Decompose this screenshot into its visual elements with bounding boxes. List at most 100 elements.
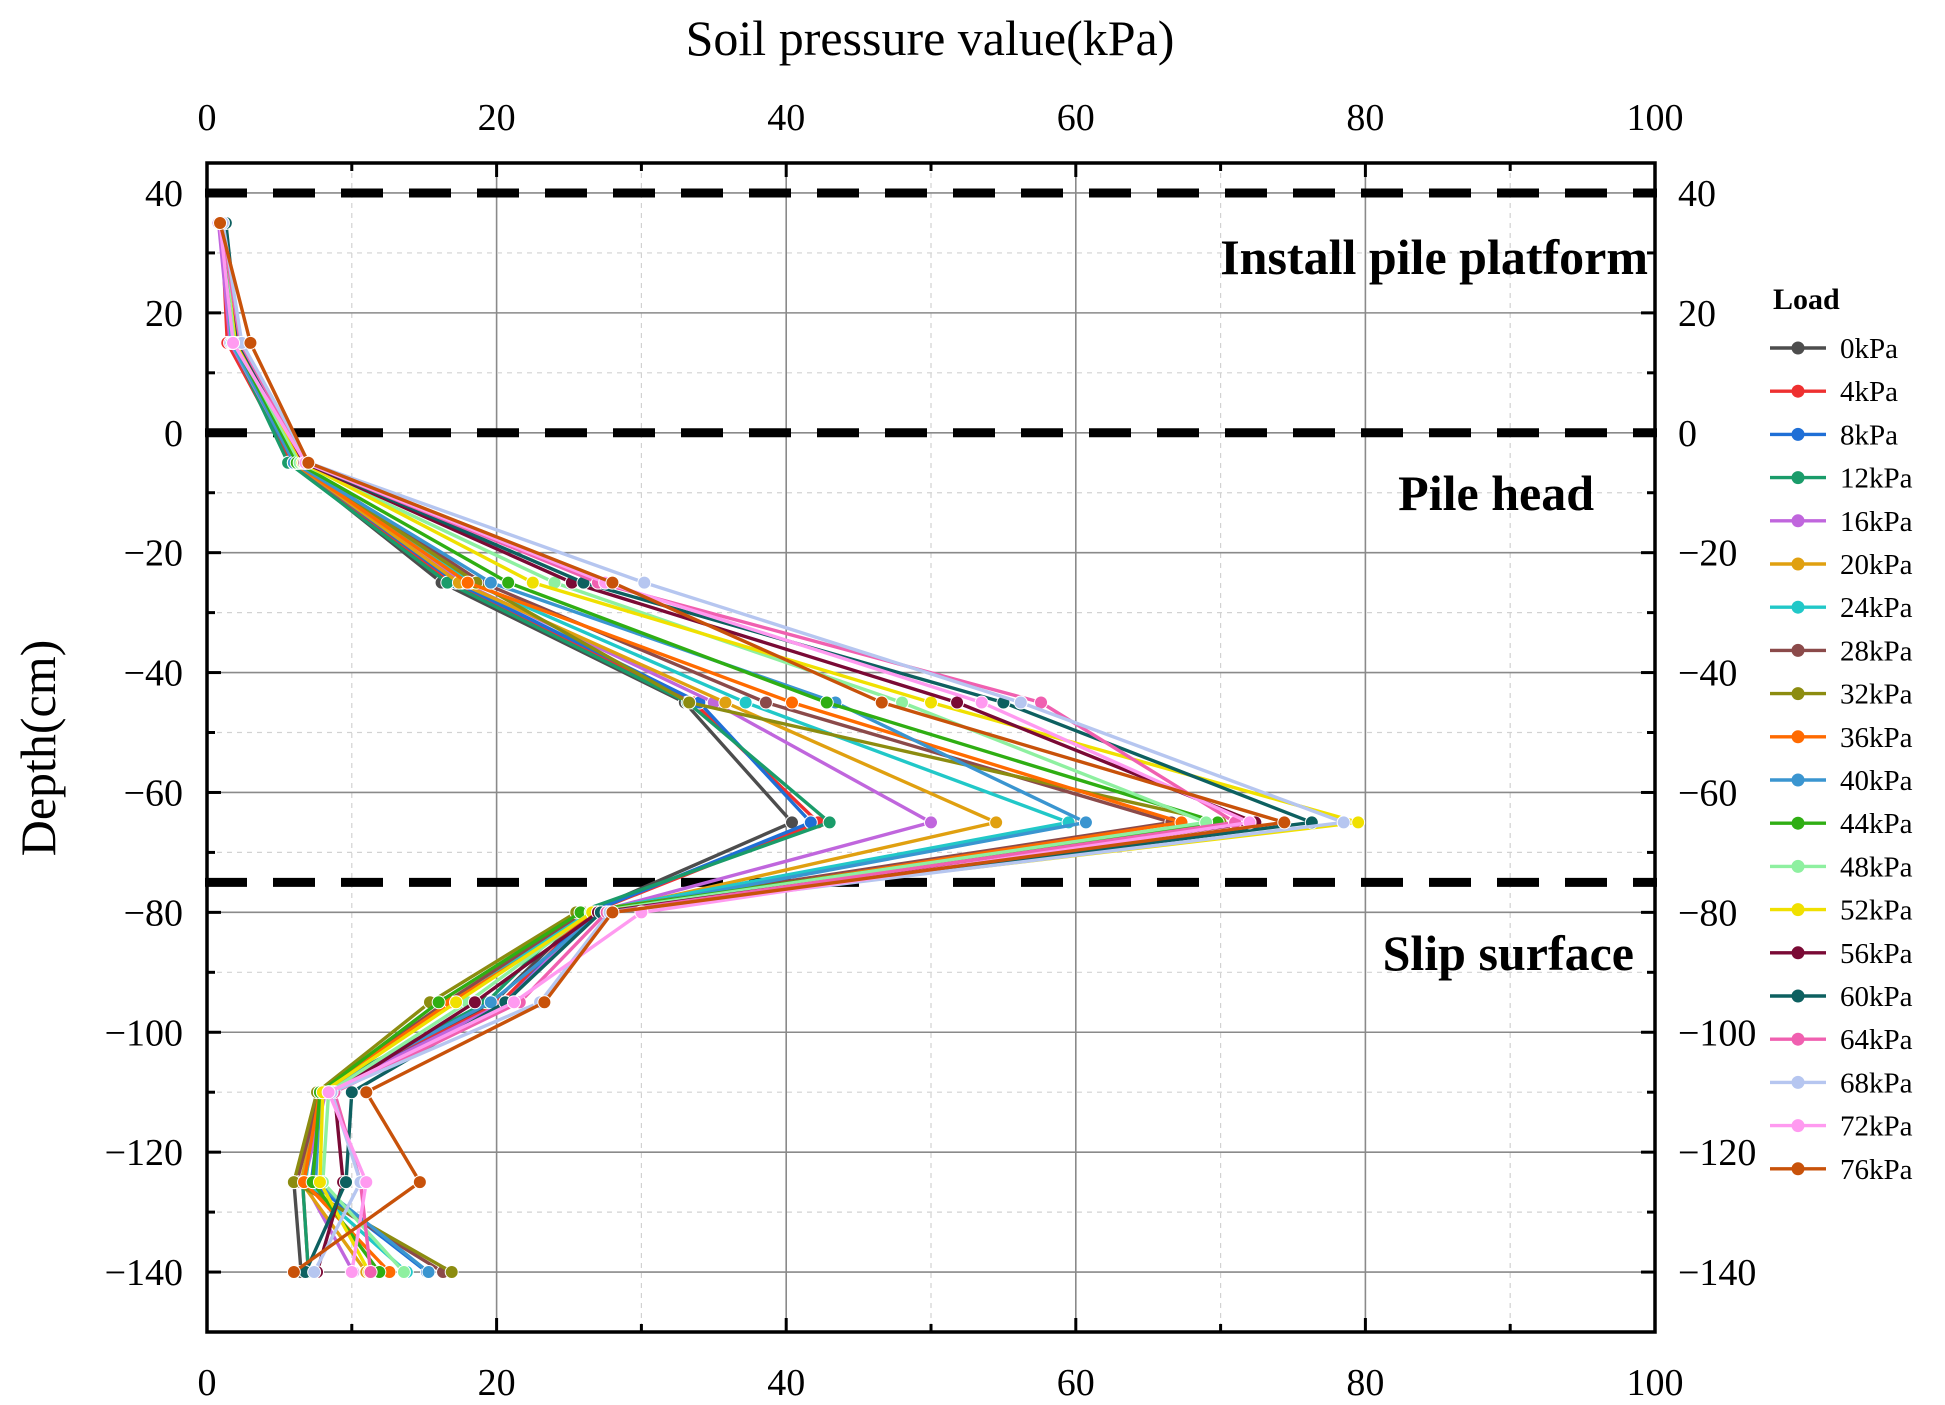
legend-label: 4kPa (1840, 376, 1898, 408)
data-point-76kPa (301, 455, 316, 470)
legend-label: 76kPa (1840, 1154, 1913, 1186)
data-point-52kPa (1351, 815, 1366, 830)
legend-label: 68kPa (1840, 1067, 1913, 1099)
data-point-76kPa (605, 905, 620, 920)
data-point-76kPa (412, 1175, 427, 1190)
reference-lines (205, 188, 1657, 887)
legend-swatch-marker (1791, 1162, 1805, 1176)
legend-item: 12kPa (1770, 463, 1913, 495)
data-point-20kPa (989, 815, 1004, 830)
legend-item: 56kPa (1770, 938, 1913, 970)
data-point-20kPa (718, 695, 733, 710)
data-point-76kPa (359, 1085, 374, 1100)
data-point-44kPa (819, 695, 834, 710)
x-tick-label-top: 60 (1057, 97, 1095, 139)
y-tick-label-left: −40 (124, 653, 183, 695)
data-point-76kPa (243, 335, 258, 350)
legend-item: 48kPa (1770, 851, 1913, 883)
legend-swatch-marker (1791, 471, 1805, 485)
x-tick-label-bottom: 100 (1627, 1362, 1684, 1404)
data-point-40kPa (421, 1265, 436, 1280)
data-point-68kPa (1013, 695, 1028, 710)
legend-label: 12kPa (1840, 463, 1913, 495)
legend-label: 8kPa (1840, 419, 1898, 451)
x-tick-label-top: 40 (767, 97, 805, 139)
x-tick-label-bottom: 20 (478, 1362, 516, 1404)
x-tick-label-bottom: 80 (1346, 1362, 1384, 1404)
legend-item: 76kPa (1770, 1154, 1913, 1186)
legend-item: 24kPa (1770, 592, 1913, 624)
x-tick-label-top: 20 (478, 97, 516, 139)
data-point-44kPa (501, 575, 516, 590)
y-tick-label-right: 0 (1678, 413, 1697, 455)
legend-swatch-marker (1791, 1075, 1805, 1089)
legend-label: 0kPa (1840, 333, 1898, 365)
y-tick-label-right: −40 (1678, 653, 1737, 695)
y-tick-label-left: 0 (164, 413, 183, 455)
data-point-32kPa (444, 1265, 459, 1280)
legend-label: 60kPa (1840, 981, 1913, 1013)
legend-label: 48kPa (1840, 851, 1913, 883)
data-point-28kPa (758, 695, 773, 710)
legend-label: 40kPa (1840, 765, 1913, 797)
legend-swatch-marker (1791, 989, 1805, 1003)
x-tick-label-bottom: 40 (767, 1362, 805, 1404)
series-layer (211, 215, 1366, 1280)
y-tick-label-right: −80 (1678, 892, 1737, 934)
grid (207, 163, 1655, 1332)
annotation-install-pile-platform: Install pile platform (1220, 229, 1648, 285)
data-point-76kPa (605, 575, 620, 590)
data-point-76kPa (874, 695, 889, 710)
data-point-68kPa (307, 1265, 322, 1280)
legend-item: 32kPa (1770, 679, 1913, 711)
y-tick-label-right: −100 (1678, 1012, 1756, 1054)
data-point-72kPa (226, 335, 241, 350)
legend-swatch-marker (1791, 773, 1805, 787)
legend-label: 64kPa (1840, 1024, 1913, 1056)
series-76kPa (213, 215, 1292, 1280)
legend-label: 72kPa (1840, 1111, 1913, 1143)
y-tick-label-right: 40 (1678, 173, 1716, 215)
legend-swatch-marker (1791, 384, 1805, 398)
y-tick-label-right: −60 (1678, 772, 1737, 814)
data-point-16kPa (924, 815, 938, 830)
legend-item: 36kPa (1770, 722, 1913, 754)
legend-swatch-marker (1791, 427, 1805, 441)
data-point-44kPa (431, 995, 446, 1010)
data-point-40kPa (483, 995, 498, 1010)
x-tick-label-top: 100 (1627, 97, 1684, 139)
axis-ticks (205, 163, 1657, 1334)
y-tick-label-left: −100 (105, 1012, 183, 1054)
data-point-76kPa (537, 995, 552, 1010)
data-point-32kPa (682, 695, 697, 710)
legend-item: 40kPa (1770, 765, 1913, 797)
data-point-72kPa (321, 1085, 336, 1100)
y-tick-label-right: −140 (1678, 1252, 1756, 1294)
legend-label: 36kPa (1840, 722, 1913, 754)
legend: Load 0kPa 4kPa 8kPa 12kPa 16kPa 20kPa 24kPa 28k… (1770, 283, 1913, 1186)
data-point-76kPa (286, 1265, 301, 1280)
legend-label: 52kPa (1840, 895, 1913, 927)
tick-labels: 0 0 20 20 40 40 60 60 80 80 100 100 40 40 20 20 0 0 −20 −20… (105, 97, 1757, 1404)
y-axis-title: Depth(cm) (10, 640, 66, 857)
legend-item: 60kPa (1770, 981, 1913, 1013)
legend-item: 28kPa (1770, 635, 1913, 667)
legend-label: 24kPa (1840, 592, 1913, 624)
legend-swatch-marker (1791, 816, 1805, 830)
y-tick-label-left: −140 (105, 1252, 183, 1294)
data-point-72kPa (344, 1265, 359, 1280)
legend-swatch-marker (1791, 341, 1805, 355)
data-point-68kPa (637, 575, 652, 590)
x-tick-label-top: 80 (1346, 97, 1384, 139)
x-tick-label-top: 0 (198, 97, 217, 139)
data-point-40kPa (1078, 815, 1093, 830)
legend-label: 16kPa (1840, 506, 1913, 538)
y-tick-label-left: −120 (105, 1132, 183, 1174)
data-point-52kPa (312, 1175, 327, 1190)
legend-swatch-marker (1791, 557, 1805, 571)
legend-swatch-marker (1791, 859, 1805, 873)
legend-item: 52kPa (1770, 895, 1913, 927)
data-point-64kPa (363, 1265, 378, 1280)
legend-item: 68kPa (1770, 1067, 1913, 1099)
legend-item: 8kPa (1770, 419, 1898, 451)
